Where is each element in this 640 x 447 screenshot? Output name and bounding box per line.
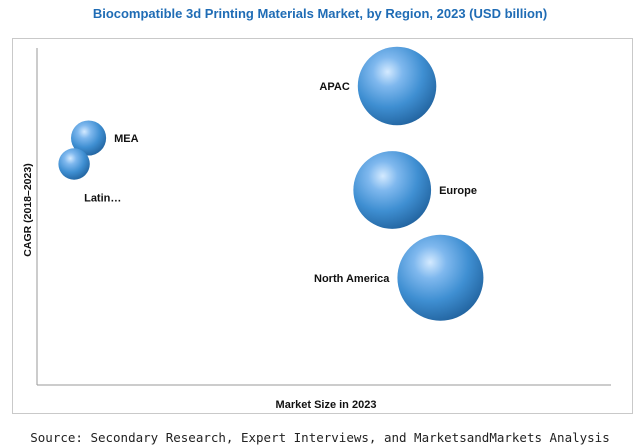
bubble-4 [397,234,484,321]
bubble-label-0: MEA [114,133,139,145]
source-note: Source: Secondary Research, Expert Inter… [30,430,610,445]
bubble-1 [58,148,90,180]
bubble-3 [353,151,432,229]
bubble-label-1: Latin… [84,193,121,205]
chart-title: Biocompatible 3d Printing Materials Mark… [92,6,548,21]
x-axis-label: Market Size in 2023 [276,399,377,411]
plot-frame [12,38,633,414]
bubble-label-3: Europe [439,185,477,197]
bubble-2 [357,46,437,126]
bubble-label-2: APAC [319,81,349,93]
bubble-label-4: North America [314,273,390,285]
y-axis-label: CAGR (2018–2023) [22,163,34,256]
bubble-group: MEA Latin… APAC Europe North America [58,46,484,321]
bubble-0 [71,120,107,156]
